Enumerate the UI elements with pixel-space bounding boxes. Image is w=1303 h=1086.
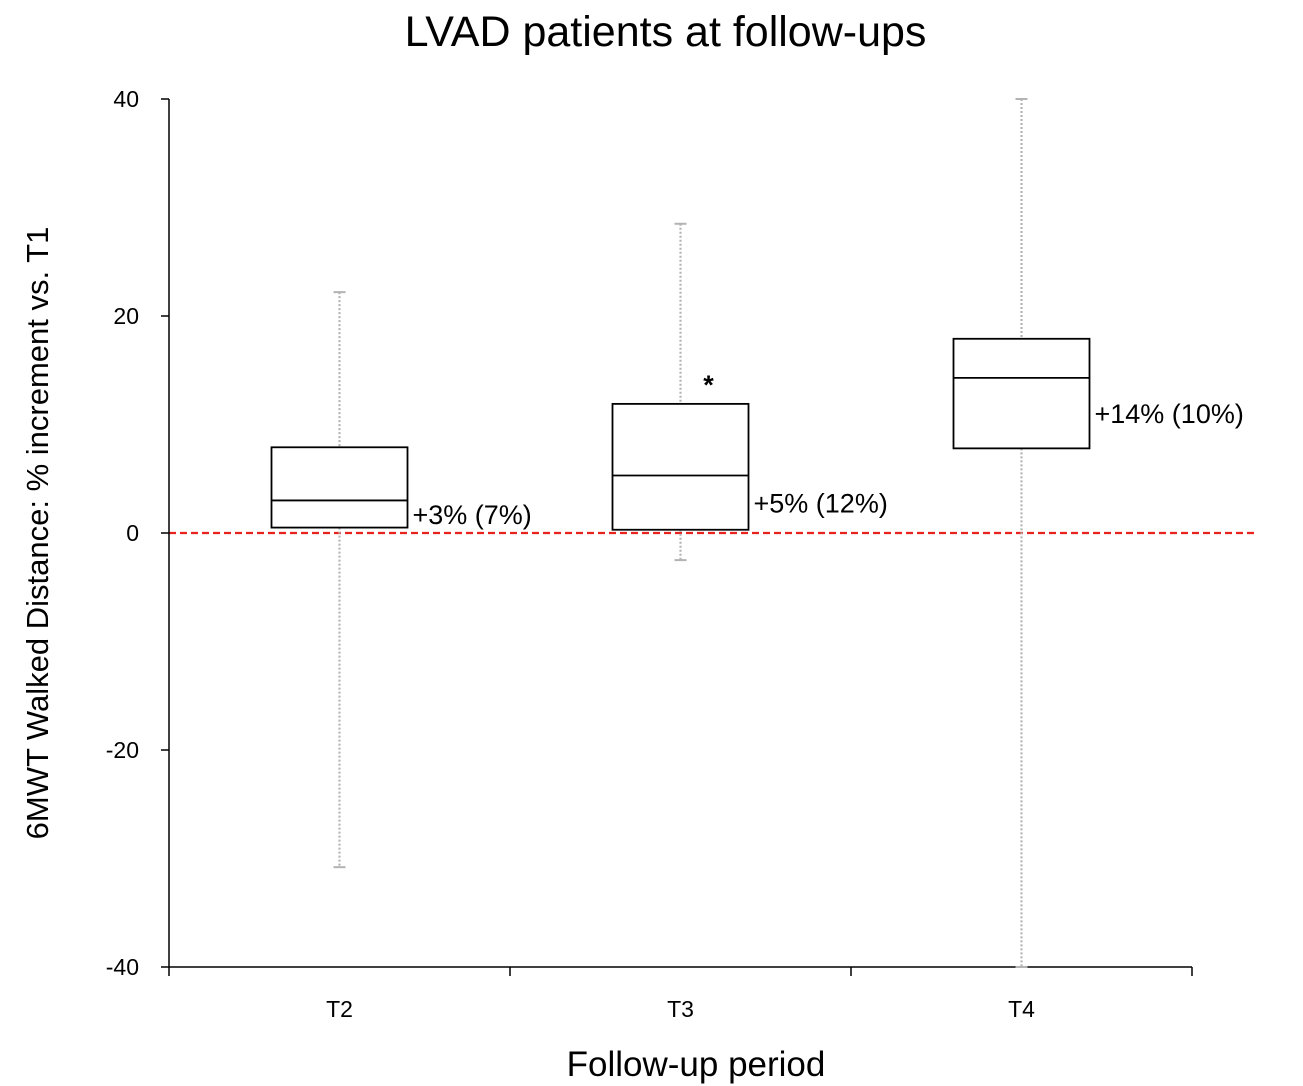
y-tick-label: 0 bbox=[126, 520, 139, 546]
axes-layer: 40 20 0 -20 -40 T2 T3 T4 bbox=[106, 86, 1193, 1022]
box-iqr bbox=[952, 337, 1091, 450]
y-tick-label: -40 bbox=[106, 954, 139, 980]
y-tick-label: 20 bbox=[113, 303, 139, 329]
box-annotation: +14% (10%) bbox=[1095, 399, 1244, 429]
x-axis-label: Follow-up period bbox=[566, 1045, 826, 1084]
significance-marker: * bbox=[703, 370, 714, 400]
y-tick-label: -20 bbox=[106, 737, 139, 763]
whisker-layer bbox=[333, 98, 1028, 968]
box-annotation: +5% (12%) bbox=[754, 489, 888, 519]
chart-title: LVAD patients at follow-ups bbox=[404, 8, 927, 56]
box-layer bbox=[270, 337, 1091, 531]
x-tick-label: T4 bbox=[1008, 996, 1035, 1022]
y-tick-label: 40 bbox=[113, 86, 139, 112]
x-tick-label: T3 bbox=[667, 996, 694, 1022]
box-iqr bbox=[270, 446, 409, 529]
box-iqr bbox=[611, 402, 750, 531]
box-annotation: +3% (7%) bbox=[413, 500, 532, 530]
x-tick-label: T2 bbox=[326, 996, 353, 1022]
annotation-layer: +3% (7%) +5% (12%) * +14% (10%) bbox=[413, 370, 1244, 530]
